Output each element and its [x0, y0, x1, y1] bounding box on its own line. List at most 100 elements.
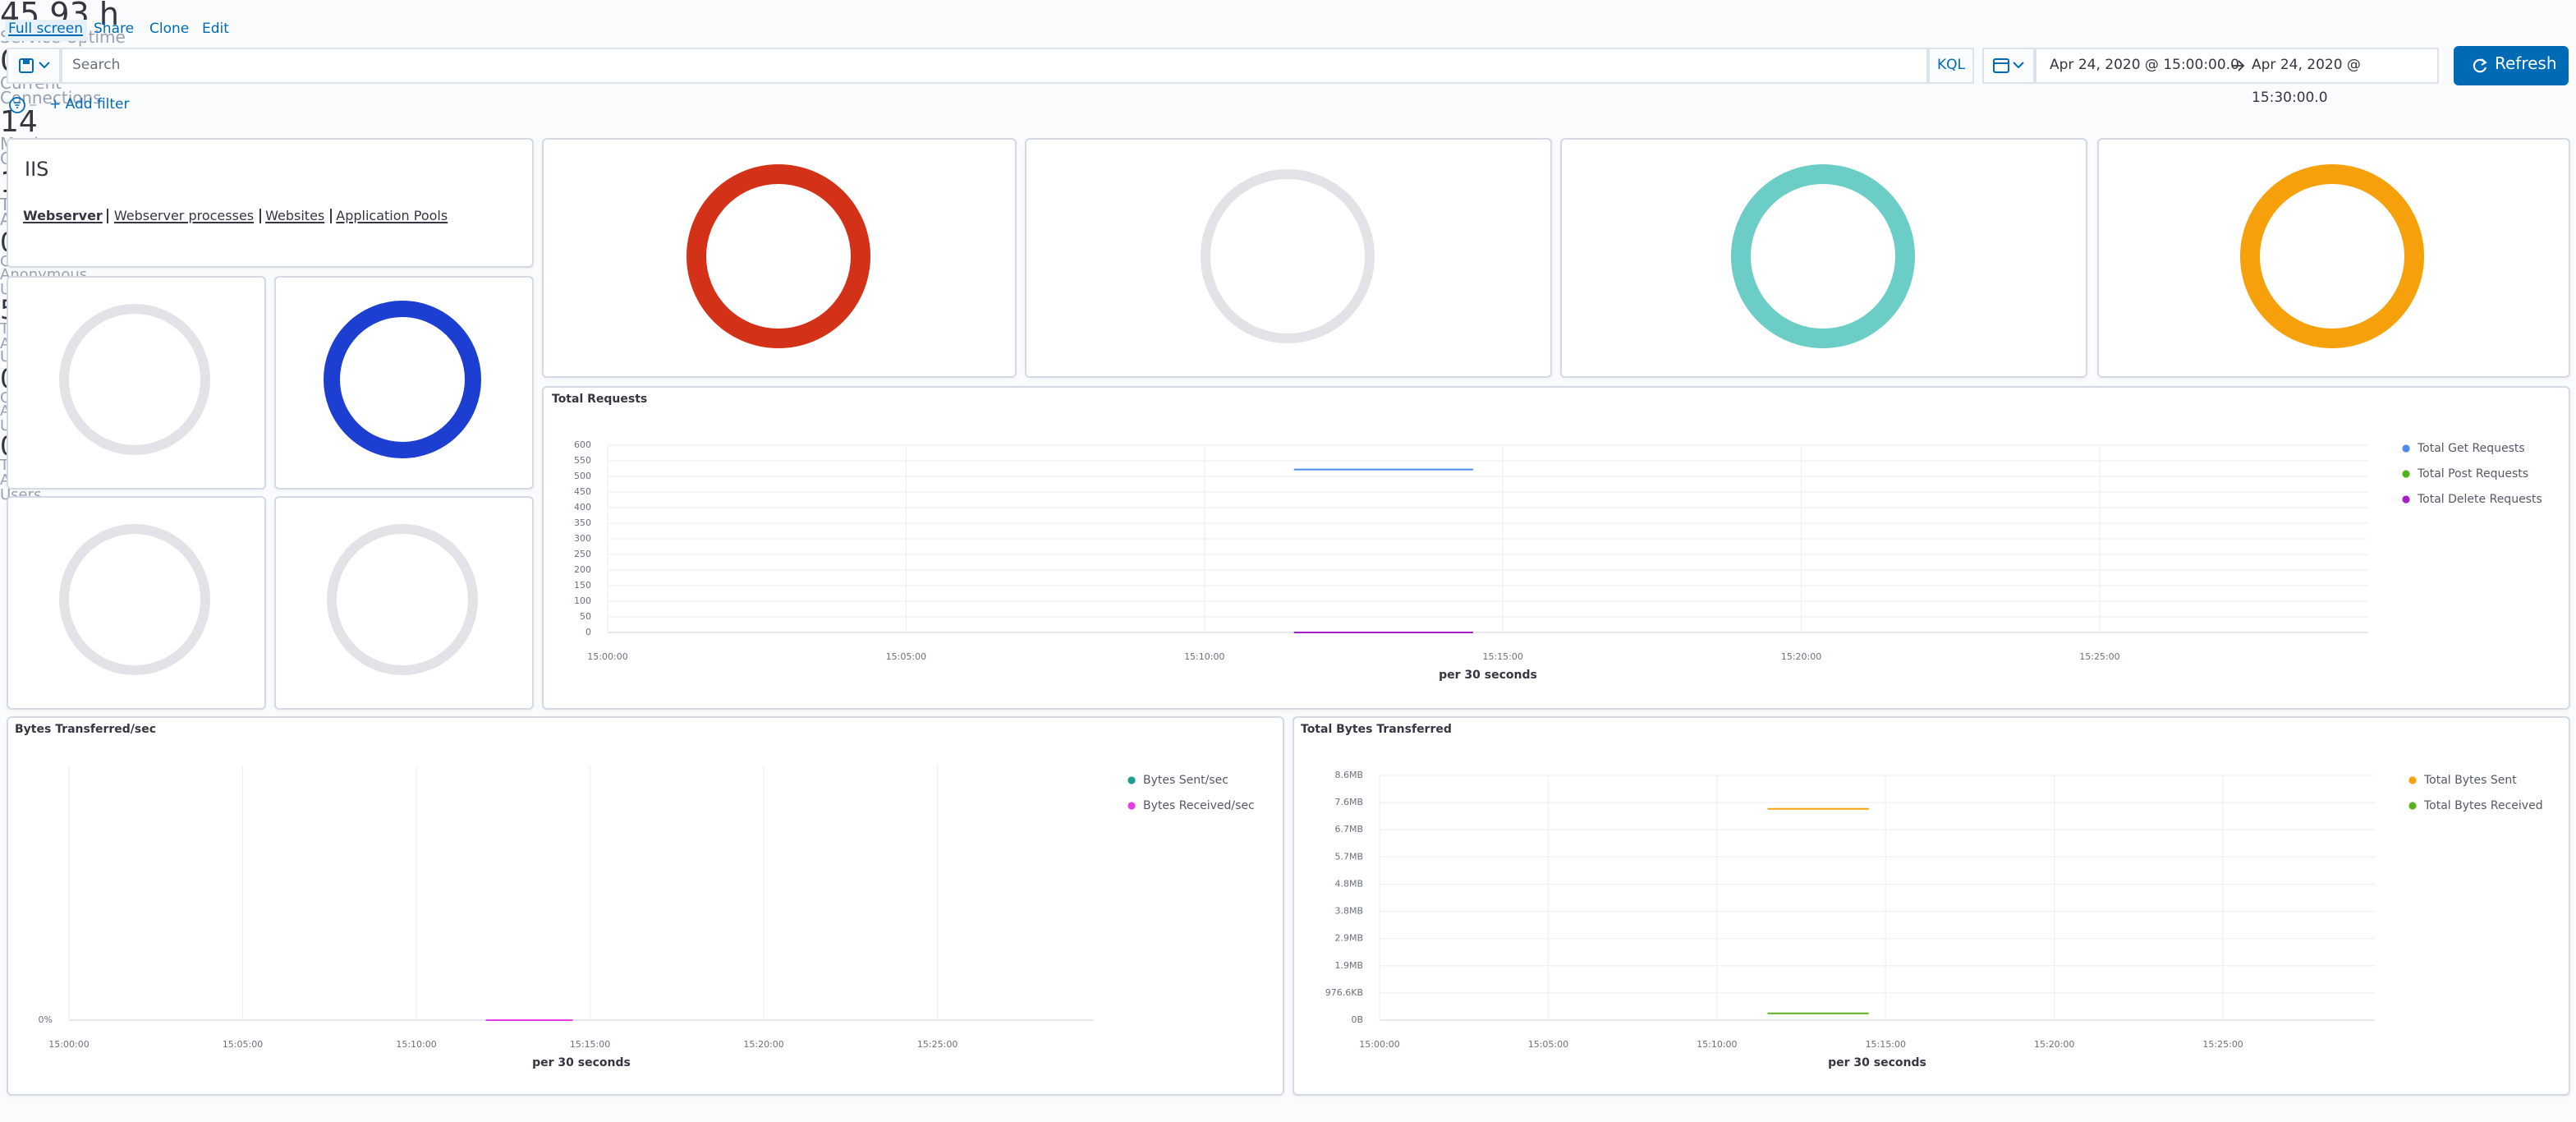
gauge-ring [1201, 169, 1375, 343]
x-tick-label: 15:20:00 [1781, 651, 1821, 662]
legend-label[interactable]: Total Get Requests [2417, 442, 2525, 455]
gauge-ring [1731, 164, 1915, 348]
legend-label[interactable]: Bytes Received/sec [1143, 799, 1255, 812]
refresh-label[interactable]: Refresh [2495, 56, 2557, 74]
x-tick-label: 15:15:00 [570, 1039, 610, 1050]
chart-title: Total Requests [552, 393, 647, 406]
panel [1293, 716, 2570, 1096]
y-tick-label: 250 [574, 549, 591, 559]
y-tick-label: 5.7MB [1334, 851, 1363, 862]
y-tick-label: 0 [585, 627, 591, 637]
x-tick-label: 15:00:00 [48, 1039, 89, 1050]
markdown-link[interactable]: Application Pools [329, 209, 453, 223]
x-tick-label: 15:05:00 [1528, 1039, 1568, 1050]
add-filter[interactable]: + Add filter [49, 97, 130, 113]
legend-label[interactable]: Bytes Sent/sec [1143, 774, 1228, 787]
y-tick-label: 8.6MB [1334, 770, 1363, 780]
legend-label[interactable]: Total Bytes Sent [2423, 774, 2517, 787]
y-tick-label: 4.8MB [1334, 878, 1363, 889]
x-axis-label: per 30 seconds [1828, 1056, 1926, 1069]
x-tick-label: 15:00:00 [587, 651, 627, 662]
x-axis-label: per 30 seconds [1439, 669, 1537, 682]
markdown-panel: IIS Webserver Webserver processes Websites… [7, 138, 534, 268]
y-tick-label: 0% [39, 1014, 53, 1025]
legend-swatch [2408, 776, 2417, 784]
legend-label[interactable]: Total Post Requests [2417, 467, 2528, 481]
saved-query-button[interactable] [7, 48, 61, 84]
y-tick-label: 0B [1351, 1014, 1363, 1025]
y-tick-label: 450 [574, 486, 591, 497]
panel [542, 386, 2570, 710]
gauge-ring [59, 524, 210, 675]
x-tick-label: 15:05:00 [223, 1039, 263, 1050]
y-tick-label: 1.9MB [1334, 960, 1363, 971]
date-range[interactable]: Apr 24, 2020 @ 15:00:00.0 Apr 24, 2020 @… [2035, 48, 2439, 107]
legend-swatch [2402, 444, 2410, 453]
search-input[interactable]: Search [61, 48, 1928, 84]
save-icon [19, 58, 50, 73]
markdown-link[interactable]: Webserver processes [107, 209, 259, 223]
refresh-icon [2473, 58, 2487, 73]
legend-swatch [1127, 776, 1136, 784]
legend-swatch [2408, 802, 2417, 810]
gauge-ring [327, 524, 478, 675]
y-tick-label: 50 [580, 611, 591, 622]
y-tick-label: 976.6KB [1325, 987, 1363, 998]
menu-item[interactable]: Clone [149, 21, 190, 38]
gauge-ring [686, 164, 870, 348]
x-tick-label: 15:10:00 [1184, 651, 1224, 662]
y-tick-label: 200 [574, 564, 591, 575]
refresh-button[interactable]: Refresh [2454, 46, 2569, 85]
markdown-link[interactable]: Webserver [23, 209, 103, 223]
start-date[interactable]: Apr 24, 2020 @ 15:00:00.0 [2050, 57, 2239, 74]
date-quick-menu[interactable] [1982, 48, 2035, 84]
gauge-ring [324, 301, 481, 458]
chart-title: Bytes Transferred/sec [15, 723, 156, 736]
x-tick-label: 15:05:00 [886, 651, 926, 662]
x-tick-label: 15:10:00 [1697, 1039, 1737, 1050]
filter-icon[interactable] [8, 95, 41, 115]
x-tick-label: 15:20:00 [2034, 1039, 2074, 1050]
markdown-links: Webserver Webserver processes Websites Appl… [18, 195, 453, 227]
y-tick-label: 500 [574, 471, 591, 481]
y-tick-label: 2.9MB [1334, 933, 1363, 944]
gauge-ring [2240, 164, 2424, 348]
y-tick-label: 550 [574, 455, 591, 466]
menu-item[interactable]: Full screen [5, 20, 86, 41]
x-tick-label: 15:25:00 [2079, 651, 2119, 662]
y-tick-label: 400 [574, 502, 591, 513]
panel [7, 716, 1284, 1096]
markdown-title: IIS [25, 158, 49, 181]
y-tick-label: 300 [574, 533, 591, 544]
y-tick-label: 600 [574, 439, 591, 450]
x-tick-label: 15:00:00 [1359, 1039, 1399, 1050]
menu-item[interactable]: Share [94, 21, 135, 38]
calendar-icon [1993, 58, 2024, 73]
x-tick-label: 15:25:00 [917, 1039, 957, 1050]
x-tick-label: 15:10:00 [396, 1039, 436, 1050]
x-tick-label: 15:15:00 [1482, 651, 1522, 662]
y-tick-label: 150 [574, 580, 591, 591]
chart-title: Total Bytes Transferred [1301, 723, 1452, 736]
x-tick-label: 15:15:00 [1866, 1039, 1906, 1050]
y-tick-label: 100 [574, 595, 591, 606]
markdown-link[interactable]: Websites [259, 209, 330, 223]
y-tick-label: 6.7MB [1334, 824, 1363, 835]
x-tick-label: 15:25:00 [2202, 1039, 2243, 1050]
legend-swatch [2402, 470, 2410, 478]
language-switch[interactable]: KQL [1928, 48, 1974, 84]
end-date[interactable]: Apr 24, 2020 @ 15:30:00.0 [2252, 57, 2361, 107]
legend-swatch [2402, 495, 2410, 504]
legend-swatch [1127, 802, 1136, 810]
legend-label[interactable]: Total Bytes Received [2423, 799, 2543, 812]
gauge-ring [59, 304, 210, 455]
y-tick-label: 7.6MB [1334, 797, 1363, 807]
legend-label[interactable]: Total Delete Requests [2417, 493, 2542, 506]
x-tick-label: 15:20:00 [743, 1039, 783, 1050]
menu-item[interactable]: Edit [202, 21, 229, 38]
x-axis-label: per 30 seconds [532, 1056, 631, 1069]
y-tick-label: 3.8MB [1334, 906, 1363, 917]
